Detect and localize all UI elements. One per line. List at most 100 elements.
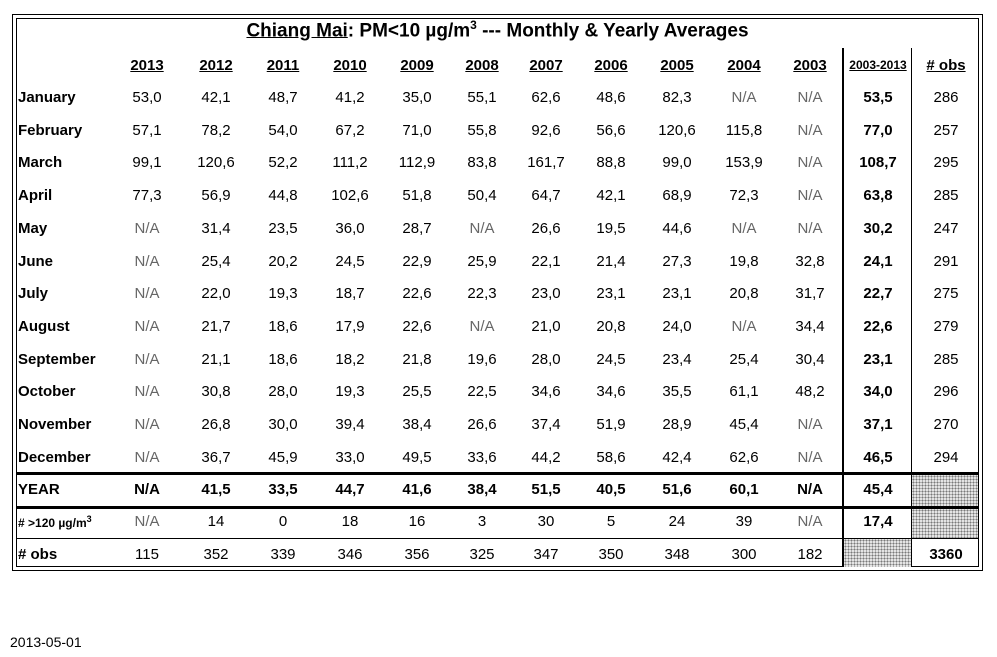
cell-value: 45,9 xyxy=(268,448,298,466)
cell-value: N/A xyxy=(134,285,160,303)
cell-value: 20,8 xyxy=(596,317,626,335)
column-header-2009: 2009 xyxy=(400,57,434,74)
row-obs-count: 270 xyxy=(933,416,959,433)
cell-value: 68,9 xyxy=(662,187,692,205)
cell-value: 44,2 xyxy=(531,448,561,466)
cell-value: 33,6 xyxy=(467,448,497,466)
cell-value: 23,4 xyxy=(662,350,692,368)
exceed-count-value: N/A xyxy=(797,513,823,530)
cell-value: 31,7 xyxy=(795,285,825,303)
cell-value: 30,4 xyxy=(795,350,825,368)
cell-value: N/A xyxy=(797,416,823,433)
cell-value: 54,0 xyxy=(268,121,298,139)
exceed-count-value: 30 xyxy=(537,513,555,530)
cell-value: 45,4 xyxy=(729,416,759,433)
cell-value: N/A xyxy=(797,89,823,106)
row-average: 22,7 xyxy=(863,285,893,303)
cell-value: 37,4 xyxy=(531,416,561,433)
cell-value: 51,9 xyxy=(596,416,626,433)
year-average-value: 41,5 xyxy=(201,481,231,498)
cell-value: 31,4 xyxy=(201,219,231,237)
title-city: Chiang Mai xyxy=(246,20,348,42)
title-superscript: 3 xyxy=(470,18,477,32)
row-obs-count: 275 xyxy=(933,285,959,303)
row-label-obs: # obs xyxy=(18,546,58,563)
year-average-value: 40,5 xyxy=(596,481,626,498)
exceed-count-value: 14 xyxy=(207,513,225,530)
row-average: 108,7 xyxy=(859,154,897,172)
column-header-2004: 2004 xyxy=(727,57,761,74)
cell-value: 41,2 xyxy=(335,89,365,106)
cell-value: 88,8 xyxy=(596,154,626,172)
cell-value: 161,7 xyxy=(527,154,565,172)
cell-value: N/A xyxy=(731,317,757,335)
row-obs-count: 285 xyxy=(933,187,959,205)
obs-count-value: 352 xyxy=(203,546,229,563)
cell-value: 55,8 xyxy=(467,121,497,139)
cell-value: 34,6 xyxy=(531,383,561,401)
cell-value: 77,3 xyxy=(132,187,162,205)
row-obs-count: 279 xyxy=(933,317,959,335)
cell-value: 33,0 xyxy=(335,448,365,466)
row-average: 23,1 xyxy=(863,350,893,368)
cell-value: 36,7 xyxy=(201,448,231,466)
cell-value: 120,6 xyxy=(197,154,235,172)
year-average-value: 33,5 xyxy=(268,481,298,498)
obs-count-value: 300 xyxy=(731,546,757,563)
cell-value: 36,0 xyxy=(335,219,365,237)
year-average-value: N/A xyxy=(797,481,823,498)
cell-value: 25,4 xyxy=(201,252,231,270)
cell-value: 22,3 xyxy=(467,285,497,303)
obs-count-value: 356 xyxy=(404,546,430,563)
row-obs-count: 295 xyxy=(933,154,959,172)
cell-value: 39,4 xyxy=(335,416,365,433)
cell-value: 53,0 xyxy=(132,89,162,106)
year-average-value: 44,7 xyxy=(335,481,365,498)
row-label-july: July xyxy=(18,285,49,303)
cell-value: N/A xyxy=(797,154,823,172)
cell-value: 32,8 xyxy=(795,252,825,270)
cell-value: 24,5 xyxy=(596,350,626,368)
row-obs-count: 291 xyxy=(933,252,959,270)
cell-value: N/A xyxy=(134,317,160,335)
cell-value: 23,0 xyxy=(531,285,561,303)
cell-value: 25,9 xyxy=(467,252,497,270)
cell-value: 44,6 xyxy=(662,219,692,237)
row-label-year: YEAR xyxy=(18,481,60,498)
cell-value: 21,8 xyxy=(402,350,432,368)
cell-value: N/A xyxy=(134,448,160,466)
cell-value: 67,2 xyxy=(335,121,365,139)
cell-value: 23,1 xyxy=(662,285,692,303)
cell-value: N/A xyxy=(469,219,495,237)
row-label-september: September xyxy=(18,350,96,368)
cell-value: 19,8 xyxy=(729,252,759,270)
row-label-may: May xyxy=(18,219,48,237)
cell-value: 22,6 xyxy=(402,317,432,335)
row-label-january: January xyxy=(18,89,76,106)
table-title: Chiang Mai: PM<10 µg/m3 --- Monthly & Ye… xyxy=(12,18,983,42)
title-tail: --- Monthly & Yearly Averages xyxy=(476,20,749,42)
cell-value: 21,1 xyxy=(201,350,231,368)
cell-value: 64,7 xyxy=(531,187,561,205)
cell-value: 22,0 xyxy=(201,285,231,303)
obs-count-value: 339 xyxy=(270,546,296,563)
column-header-2011: 2011 xyxy=(266,57,300,74)
cell-value: 18,7 xyxy=(335,285,365,303)
cell-value: 23,1 xyxy=(596,285,626,303)
divider-obs-column xyxy=(911,48,912,567)
cell-value: 99,1 xyxy=(132,154,162,172)
empty-cell-year-obs xyxy=(912,475,978,506)
row-obs-count: 296 xyxy=(933,383,959,401)
column-header-2006: 2006 xyxy=(594,57,628,74)
row-label-february: February xyxy=(18,121,83,139)
exceed-count-value: 0 xyxy=(278,513,288,530)
cell-value: 24,0 xyxy=(662,317,692,335)
exceed-count-value: 18 xyxy=(341,513,359,530)
row-label-june: June xyxy=(18,252,54,270)
row-average: 22,6 xyxy=(863,317,893,335)
column-header-2012: 2012 xyxy=(199,57,233,74)
cell-value: 48,2 xyxy=(795,383,825,401)
cell-value: N/A xyxy=(469,317,495,335)
row-average: 37,1 xyxy=(863,416,893,433)
cell-value: 22,5 xyxy=(467,383,497,401)
